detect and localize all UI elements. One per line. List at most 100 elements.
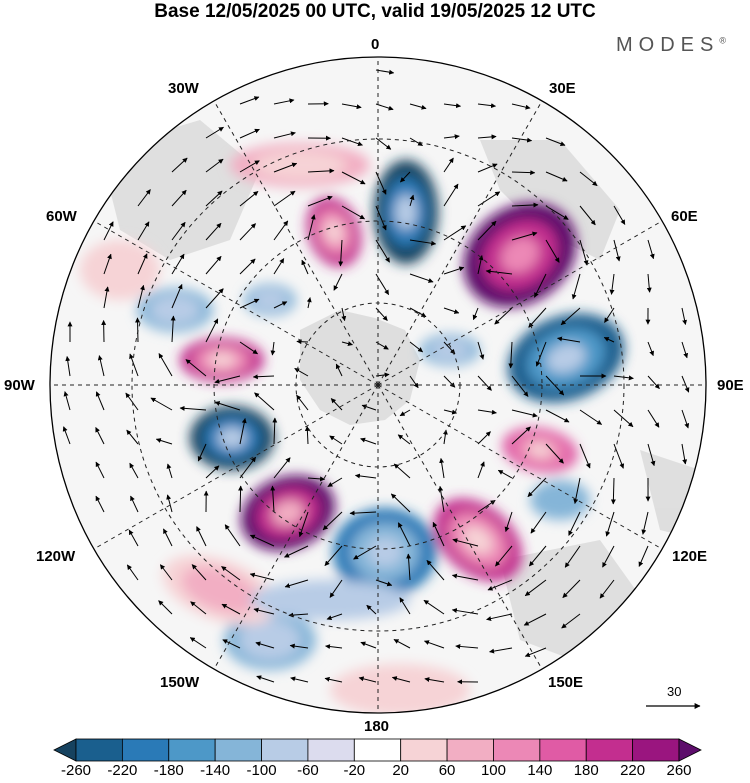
wind-arrow <box>191 564 207 581</box>
wind-arrow <box>489 647 513 654</box>
brand-logo: MODES® <box>616 34 726 57</box>
wind-arrow <box>497 469 513 479</box>
wind-arrow <box>221 566 241 581</box>
wind-arrow <box>477 103 497 109</box>
anomaly-contour <box>395 194 417 230</box>
wind-arrow <box>254 392 275 411</box>
brand-mark: ® <box>719 35 726 46</box>
wind-arrow <box>579 409 603 425</box>
colorbar-tick-label: 180 <box>573 762 599 779</box>
wind-arrow <box>603 336 615 343</box>
wind-arrow <box>170 315 176 343</box>
wind-arrow <box>409 103 427 110</box>
wind-arrow <box>155 438 173 445</box>
wind-arrow <box>511 137 533 143</box>
meridian-label-60e: 60E <box>671 208 698 225</box>
wind-arrow <box>333 273 343 291</box>
colorbar-tick-label: 260 <box>666 762 692 779</box>
wind-arrow <box>129 353 139 377</box>
wind-arrow <box>647 239 655 260</box>
wind-arrow <box>485 268 513 275</box>
wind-arrow <box>409 273 434 283</box>
wind-arrow <box>205 465 220 479</box>
wind-arrow <box>272 417 278 445</box>
wind-arrow <box>137 189 151 207</box>
wind-arrow <box>393 639 411 649</box>
anomaly-contour <box>500 237 540 273</box>
wind-arrow <box>579 239 589 266</box>
colorbar-swatch <box>678 738 702 762</box>
wind-arrow <box>545 239 560 263</box>
wind-arrow <box>205 190 223 207</box>
wind-arrow <box>560 307 581 326</box>
wind-arrow <box>185 359 207 377</box>
wind-arrow <box>252 374 275 380</box>
wind-arrow <box>179 405 207 411</box>
wind-arrow <box>95 461 105 479</box>
wind-arrow <box>62 426 71 445</box>
wind-vectors <box>62 69 690 685</box>
wind-arrow <box>214 401 241 411</box>
anomaly-contour <box>463 525 493 555</box>
colorbar-tick-label: 100 <box>480 762 506 779</box>
wind-arrow <box>273 98 295 105</box>
meridian-line <box>377 220 663 386</box>
wind-arrow <box>375 205 387 231</box>
meridian-line <box>213 100 379 386</box>
wind-arrow <box>239 128 260 139</box>
wind-arrow <box>307 214 316 241</box>
wind-arrow <box>534 273 547 298</box>
wind-arrow <box>205 158 224 173</box>
wind-arrow <box>508 341 514 369</box>
wind-arrow <box>360 641 377 649</box>
wind-arrow <box>239 96 260 105</box>
wind-arrow <box>561 613 581 629</box>
wind-arrow <box>443 134 460 140</box>
wind-arrow <box>294 367 309 377</box>
wind-arrow <box>647 375 660 390</box>
anomaly-field <box>80 143 625 713</box>
wind-arrow <box>397 522 411 547</box>
wind-arrow <box>557 336 581 343</box>
wind-arrow <box>341 307 347 322</box>
wind-arrow <box>239 223 256 241</box>
anomaly-contour <box>181 566 259 614</box>
wind-arrow <box>239 341 258 355</box>
wind-arrow <box>406 553 412 581</box>
wind-arrow <box>681 341 689 359</box>
wind-arrow <box>443 266 465 275</box>
anomaly-contour <box>367 537 403 567</box>
colorbar-swatch <box>493 738 541 762</box>
anomaly-contour <box>530 480 590 520</box>
wind-arrow <box>390 493 411 513</box>
wind-arrow <box>273 457 291 479</box>
wind-arrow <box>399 409 411 417</box>
wind-arrow <box>511 409 538 418</box>
wind-arrow <box>171 189 187 207</box>
meridian-line <box>377 100 543 386</box>
wind-arrow <box>681 375 690 393</box>
wind-arrow <box>97 355 105 377</box>
wind-arrow <box>524 579 547 597</box>
wind-arrow <box>638 545 649 567</box>
wind-arrow <box>159 564 173 581</box>
wind-arrow <box>443 307 460 314</box>
wind-arrow <box>171 283 183 309</box>
map-border <box>49 56 707 714</box>
wind-arrow <box>273 131 296 139</box>
wind-arrow <box>613 239 621 262</box>
colorbar-tick-label: 60 <box>438 762 456 779</box>
wind-arrow <box>409 375 419 389</box>
wind-arrow <box>205 318 219 343</box>
wind-arrow <box>528 307 547 328</box>
wind-arrow <box>166 463 173 479</box>
wind-arrow <box>366 604 377 615</box>
wind-arrow <box>330 398 343 411</box>
wind-arrow <box>442 429 448 445</box>
wind-arrow <box>504 511 513 532</box>
wind-arrow <box>284 545 309 558</box>
colorbar-swatch <box>632 738 680 762</box>
wind-arrow <box>298 511 309 538</box>
wind-arrow <box>166 494 173 513</box>
